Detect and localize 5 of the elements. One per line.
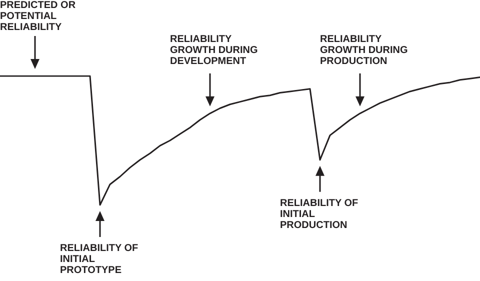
text: RELIABILITY OF INITIAL PROTOTYPE	[60, 243, 140, 276]
text: RELIABILITY GROWTH DURING PRODUCTION	[320, 34, 409, 68]
annotation: RELIABILITY OF INITIAL PRODUCTION	[280, 198, 360, 231]
text: RELIABILITY GROWTH DURING DEVELOPMENT	[170, 34, 259, 68]
text: PREDICTED OR POTENTIAL RELIABILITY	[0, 0, 77, 33]
